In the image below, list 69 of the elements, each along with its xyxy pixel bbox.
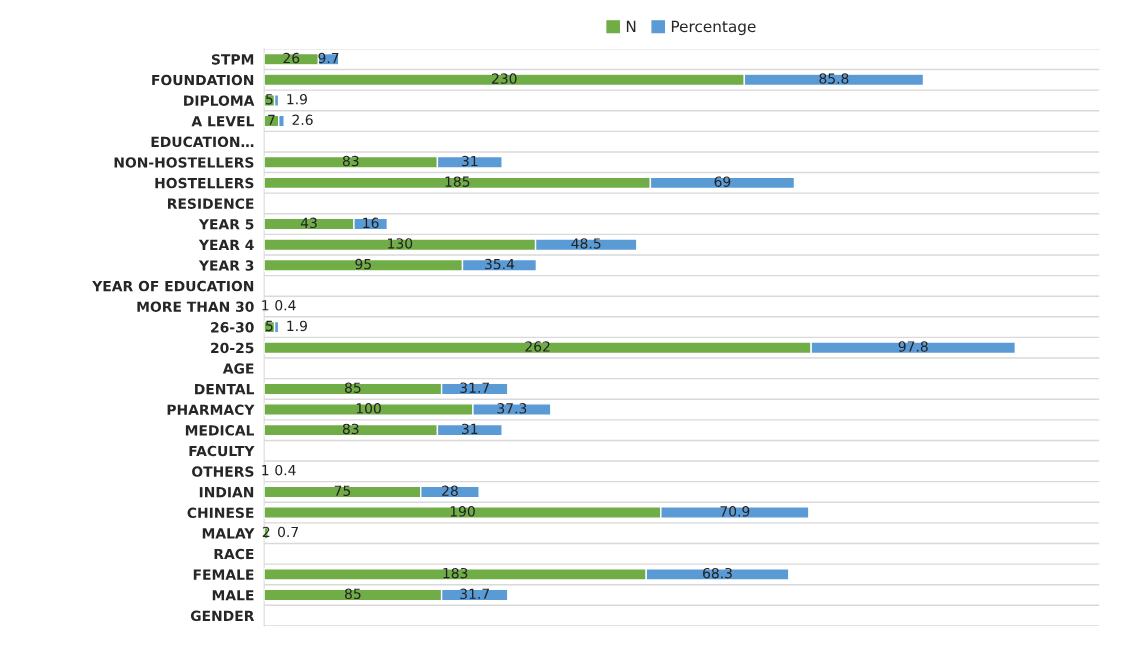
data-label: 262: [525, 341, 550, 352]
data-label: 31: [462, 155, 478, 167]
data-label: 1.9: [287, 320, 307, 332]
data-label: 43: [300, 217, 317, 229]
y-tick-label: MEDICAL: [185, 425, 255, 436]
data-label: 190: [450, 506, 475, 517]
data-label: 230: [492, 73, 517, 84]
y-tick-label: YEAR 5: [198, 219, 254, 230]
data-label: 130: [388, 238, 413, 249]
data-label: 85.8: [819, 73, 849, 84]
data-label: 35.4: [485, 258, 515, 270]
y-tick-label: RESIDENCE: [168, 198, 254, 209]
data-label: 31.7: [460, 588, 489, 600]
data-label: 0.7: [278, 526, 298, 538]
y-tick-label: FOUNDATION: [152, 74, 254, 86]
data-label: 75: [334, 485, 351, 496]
data-label: 26: [283, 52, 300, 64]
legend-label: N: [626, 20, 636, 32]
data-label: 97.8: [898, 341, 928, 352]
y-tick-label: A LEVEL: [191, 116, 255, 127]
y-tick-label: NON-HOSTELLERS: [114, 157, 254, 168]
y-tick-label: HOSTELLERS: [155, 177, 254, 189]
data-label: 16: [363, 217, 379, 229]
y-tick-label: MORE THAN 30: [137, 301, 254, 312]
data-label: 48.5: [571, 238, 601, 249]
data-label: 100: [356, 403, 381, 414]
y-tick-label: DENTAL: [195, 384, 255, 395]
data-label: 1: [262, 300, 269, 311]
data-label: 70.9: [720, 506, 750, 517]
y-tick-label: RACE: [214, 548, 254, 560]
data-label: 37.3: [497, 403, 527, 414]
data-label: 1.9: [287, 93, 307, 105]
y-tick-label: DIPLOMA: [184, 95, 255, 106]
y-tick-label: YEAR 4: [198, 239, 254, 250]
y-tick-label: GENDER: [190, 610, 255, 622]
data-label: 183: [443, 567, 468, 579]
y-tick-label: OTHERS: [192, 466, 254, 477]
data-label: 83: [342, 423, 359, 435]
y-tick-label: CHINESE: [187, 507, 254, 519]
data-label: 2.6: [292, 114, 313, 126]
y-tick-label: FACULTY: [189, 445, 255, 457]
data-label: 31: [462, 423, 478, 435]
y-tick-label: PHARMACY: [167, 404, 255, 416]
y-tick-label: YEAR OF EDUCATION: [92, 280, 254, 292]
data-label: 5: [266, 94, 273, 105]
y-tick-label: YEAR 3: [198, 260, 254, 271]
y-tick-label: 26-30: [211, 322, 254, 333]
y-tick-label: STPM: [211, 54, 254, 65]
data-label: 0.4: [275, 300, 296, 311]
y-tick-label: FEMALE: [193, 569, 254, 580]
data-label: 28: [442, 485, 458, 496]
y-tick-label: EDUCATION…: [151, 136, 254, 148]
y-tick-label: MALE: [212, 590, 254, 601]
data-label: 68.3: [703, 567, 732, 579]
data-label: 69: [714, 176, 731, 187]
legend-label: Percentage: [671, 20, 756, 36]
data-label: 83: [342, 155, 359, 167]
data-label: 85: [344, 588, 361, 600]
y-tick-label: MALAY: [202, 528, 255, 539]
data-label: 85: [344, 382, 361, 393]
data-label: 31.7: [460, 382, 489, 393]
y-tick-label: AGE: [222, 363, 254, 374]
data-label: 185: [445, 176, 470, 187]
data-label: 0.4: [275, 464, 296, 476]
y-tick-label: INDIAN: [199, 487, 254, 498]
y-tick-label: 20-25: [211, 342, 254, 354]
data-label: 5: [266, 320, 273, 332]
data-label: 7: [268, 114, 275, 125]
data-label: 95: [355, 258, 371, 270]
